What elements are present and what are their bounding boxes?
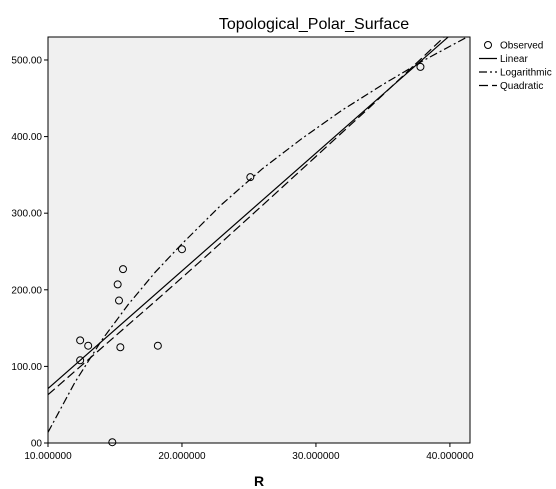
x-axis: 10.000000 20.000000 30.000000 40.000000: [24, 443, 474, 462]
chart-title: Topological_Polar_Surface: [219, 16, 409, 33]
observed-point: [177, 245, 186, 254]
legend-label-logarithmic: Logarithmic: [500, 68, 552, 79]
plot-area: [47, 36, 471, 444]
y-tick-label: 00: [31, 439, 43, 450]
y-tick-label: 300.00: [11, 209, 42, 220]
observed-point: [76, 336, 85, 345]
observed-point: [115, 296, 124, 305]
legend: Observed Linear Logarithmic Quadratic: [479, 41, 552, 92]
observed-point: [153, 341, 162, 350]
observed-point: [108, 438, 117, 447]
y-tick-label: 400.00: [11, 132, 42, 143]
series-layer: [48, 37, 469, 433]
quadratic-fit-line: [48, 37, 445, 396]
points-layer: [76, 62, 425, 447]
legend-label-quadratic: Quadratic: [500, 81, 543, 92]
observed-point: [84, 341, 93, 350]
observed-point: [113, 280, 122, 289]
legend-label-observed: Observed: [500, 41, 543, 52]
observed-point: [116, 343, 125, 352]
x-tick-label: 10.000000: [24, 451, 72, 462]
observed-point: [76, 356, 85, 365]
legend-marker-observed: [484, 41, 492, 49]
observed-point: [416, 62, 425, 71]
y-tick-label: 500.00: [11, 55, 42, 66]
observed-point: [246, 173, 255, 182]
y-tick-label: 100.00: [11, 362, 42, 373]
x-tick-label: 20.000000: [158, 451, 206, 462]
x-tick-label: 30.000000: [292, 451, 340, 462]
y-tick-label: 200.00: [11, 285, 42, 296]
logarithmic-fit-line: [48, 37, 469, 433]
y-axis: 00 100.00 200.00 300.00 400.00 500.00: [11, 55, 48, 450]
x-tick-label: 40.000000: [426, 451, 474, 462]
observed-point: [119, 265, 128, 274]
x-axis-label: R: [254, 473, 264, 489]
legend-label-linear: Linear: [500, 54, 528, 65]
